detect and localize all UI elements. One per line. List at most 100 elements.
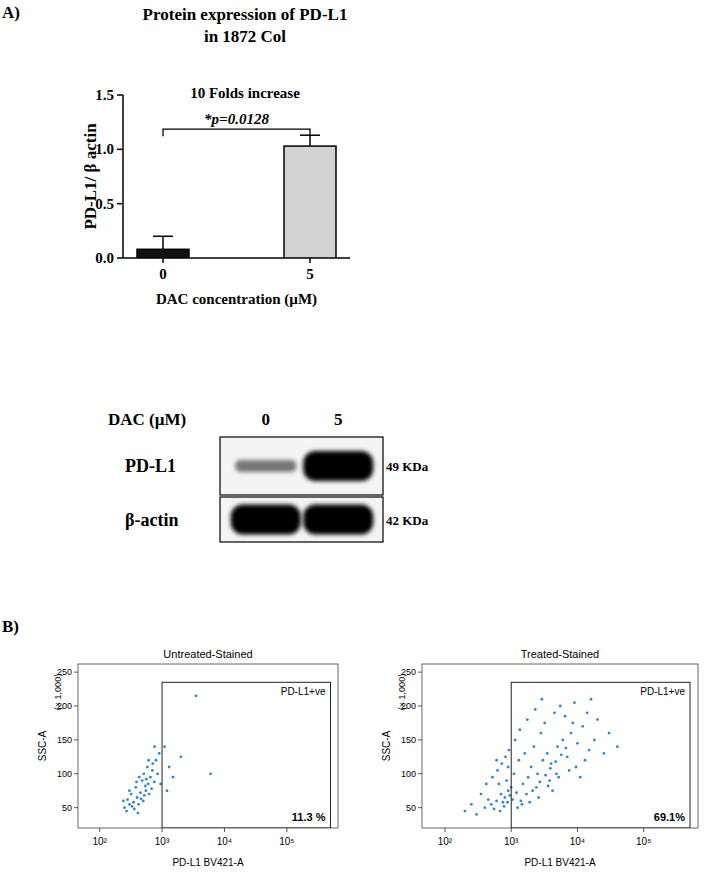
event-point: [521, 803, 524, 806]
size-label: 49 KDa: [386, 459, 429, 474]
event-point: [128, 789, 131, 792]
chart-title: Protein expression of PD-L1: [143, 5, 348, 24]
event-point: [579, 776, 582, 779]
event-point: [576, 742, 579, 745]
x-tick-label: 10⁵: [279, 836, 294, 847]
event-point: [551, 789, 554, 792]
event-point: [209, 772, 212, 775]
event-point: [527, 776, 530, 779]
panel-label: A): [2, 3, 20, 22]
x-tick: [286, 828, 287, 832]
x-tick-label: 10⁵: [636, 836, 651, 847]
gate-group: [511, 682, 690, 828]
event-point: [470, 803, 473, 806]
event-point: [590, 698, 593, 701]
event-point: [480, 793, 483, 796]
event-point: [608, 732, 611, 735]
bars: [137, 135, 336, 258]
event-point: [147, 759, 150, 762]
event-point: [581, 725, 584, 728]
event-point: [134, 786, 137, 789]
event-point: [483, 806, 486, 809]
event-point: [163, 745, 166, 748]
event-point: [550, 762, 553, 765]
event-point: [141, 779, 144, 782]
x-tick: [309, 258, 311, 263]
event-point: [126, 798, 129, 801]
event-point: [596, 718, 599, 721]
gate-percent: 11.3 %: [292, 811, 326, 823]
protein-label: PD-L1: [125, 456, 176, 476]
protein-label: β-actin: [125, 510, 178, 530]
event-point: [145, 778, 148, 781]
event-point: [503, 805, 506, 808]
band: [303, 451, 373, 481]
event-point: [505, 779, 508, 782]
x-tick-label: 10⁴: [570, 836, 585, 847]
event-point: [464, 810, 467, 813]
lane-label: 0: [262, 410, 271, 429]
blot-header: DAC (µM): [108, 410, 186, 429]
significance: *p=0.0128: [163, 111, 310, 136]
event-point: [535, 786, 538, 789]
event-point: [564, 715, 567, 718]
plot-title: Untreated-Stained: [163, 648, 252, 660]
event-point: [506, 801, 509, 804]
gate-label: PD-L1+ve: [640, 686, 685, 697]
event-point: [548, 779, 551, 782]
event-point: [560, 753, 563, 756]
x-tick: [162, 258, 164, 263]
event-point: [144, 789, 147, 792]
lane-label: 5: [334, 410, 343, 429]
event-point: [166, 789, 169, 792]
y-tick-label: 0.0: [95, 250, 114, 266]
band: [303, 505, 373, 535]
event-point: [151, 769, 154, 772]
event-point: [150, 787, 153, 790]
event-point: [123, 806, 126, 809]
event-point: [504, 755, 507, 758]
event-point: [475, 813, 478, 816]
event-point: [515, 791, 518, 794]
x-tick-label: 10³: [504, 836, 519, 847]
event-point: [139, 791, 142, 794]
event-point: [155, 759, 158, 762]
event-point: [586, 711, 589, 714]
y-tick: [74, 773, 78, 774]
event-point: [575, 766, 578, 769]
event-point: [140, 797, 143, 800]
y-axis-label: SSC-A: [37, 730, 48, 761]
y-tick: [117, 203, 123, 205]
plot-title: Treated-Stained: [521, 648, 599, 660]
event-point: [147, 783, 150, 786]
event-point: [168, 766, 171, 769]
x-tick-label: 10²: [438, 836, 453, 847]
bar: [284, 146, 336, 258]
x-tick-label: 10²: [92, 836, 107, 847]
gate-group: [162, 682, 330, 828]
x-tick: [511, 828, 512, 832]
event-point: [507, 789, 510, 792]
event-point: [125, 810, 128, 813]
event-point: [546, 752, 549, 755]
y-tick-label: 1.5: [95, 87, 114, 103]
event-point: [533, 745, 536, 748]
blot-strip: [220, 437, 383, 495]
event-point: [556, 745, 559, 748]
x-axis-label: PD-L1 BV421-A: [524, 857, 595, 868]
x-tick-label: 5: [306, 266, 314, 282]
event-point: [138, 776, 141, 779]
event-point: [507, 749, 510, 752]
x-axis-label: PD-L1 BV421-A: [172, 857, 243, 868]
event-point: [142, 772, 145, 775]
event-point: [153, 745, 156, 748]
y-tick: [74, 672, 78, 673]
event-point: [536, 772, 539, 775]
points: [464, 698, 619, 816]
y-tick: [418, 672, 422, 673]
event-point: [499, 810, 502, 813]
event-point: [570, 732, 573, 735]
event-point: [568, 769, 571, 772]
event-point: [539, 732, 542, 735]
event-point: [131, 805, 134, 808]
